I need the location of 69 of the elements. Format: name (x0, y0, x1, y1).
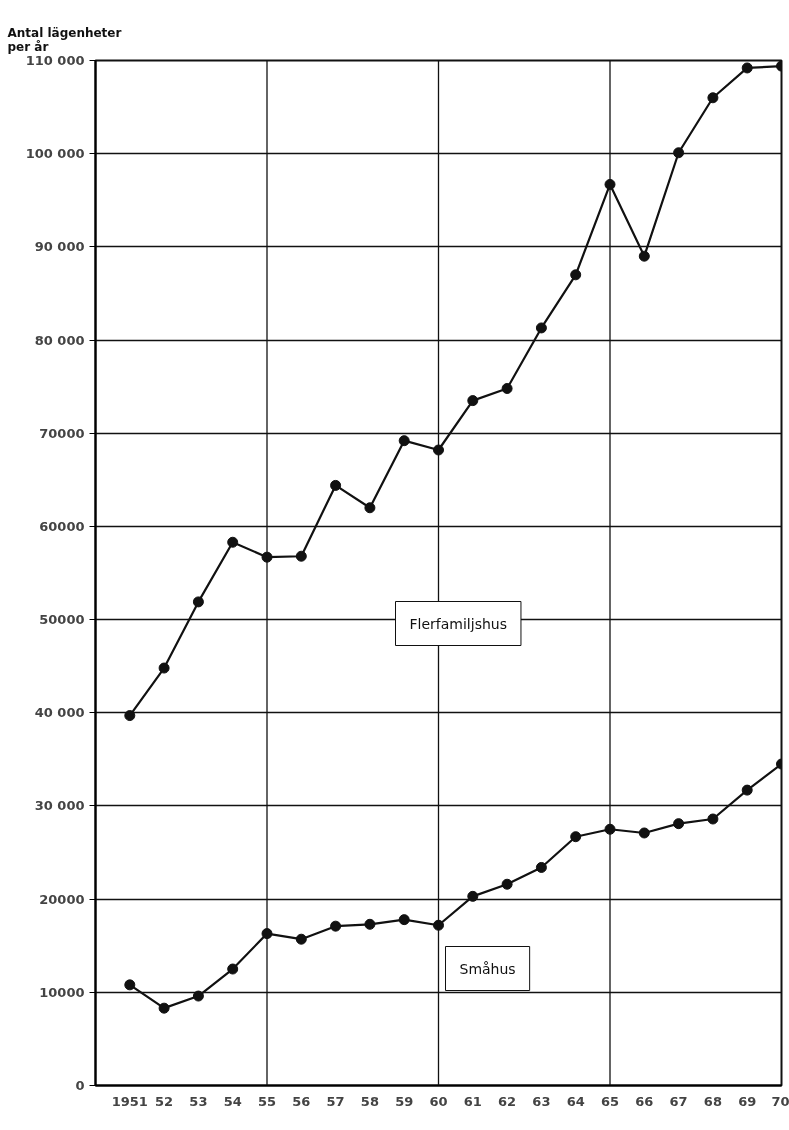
x-tick-label: 69 (738, 1093, 757, 1109)
point (330, 920, 342, 932)
point (570, 269, 582, 281)
x-tick-label: 62 (498, 1093, 517, 1109)
x-tick-label: 63 (532, 1093, 551, 1109)
point (433, 444, 444, 456)
y-tick-label: 30 000 (34, 798, 85, 814)
point (570, 831, 582, 843)
x-tick-label: 54 (223, 1093, 242, 1109)
x-tick-label: 58 (360, 1093, 379, 1109)
x-tick-label: 1951 (111, 1093, 148, 1109)
point (364, 918, 376, 930)
x-tick-label: 68 (703, 1093, 722, 1109)
point (707, 92, 719, 104)
x-tick-label: 52 (155, 1093, 174, 1109)
point (398, 914, 410, 926)
y-tick-label: 20000 (39, 891, 85, 907)
point (638, 250, 650, 262)
point (158, 662, 170, 674)
y-tick-label: 0 (75, 1078, 85, 1093)
y-tick-label: 100 000 (25, 146, 85, 162)
x-tick-label: 55 (257, 1093, 277, 1109)
text: Småhus (459, 960, 516, 977)
y-tick-label: 80 000 (34, 332, 85, 348)
x-tick-label: 61 (463, 1093, 482, 1109)
point (124, 710, 136, 722)
x-tick-label: 65 (600, 1093, 620, 1109)
point (433, 919, 444, 931)
point (124, 979, 136, 991)
point (398, 435, 410, 447)
point (158, 1002, 170, 1014)
point (707, 813, 719, 825)
y-tick-label: 70000 (39, 425, 85, 441)
point (535, 322, 547, 334)
x-tick-label: 67 (669, 1093, 688, 1109)
y-tick-label: 60000 (39, 518, 85, 534)
x-tick-label: 66 (635, 1093, 654, 1109)
y-tick-label: 40 000 (34, 705, 85, 721)
y-tick-label: 50000 (39, 612, 85, 628)
point (467, 890, 479, 902)
y-tick-label: 10000 (39, 984, 85, 1000)
point (673, 147, 685, 159)
point (501, 878, 513, 890)
point (535, 861, 547, 873)
point (501, 383, 513, 394)
text: Flerfamiljshus (409, 615, 507, 632)
x-tick-label: 57 (326, 1093, 345, 1109)
y-tick-label: 90 000 (34, 239, 85, 255)
point (467, 395, 479, 407)
point (741, 784, 753, 796)
point (741, 62, 753, 74)
point (295, 550, 307, 562)
point (295, 933, 307, 945)
x-tick-label: 70 (771, 1093, 789, 1109)
x-tick-label: 60 (429, 1093, 448, 1109)
point (192, 990, 204, 1002)
x-tick-label: 64 (566, 1093, 585, 1109)
point (364, 502, 376, 514)
y-axis-title: Antal lägenheter per år (7, 25, 122, 54)
point (638, 827, 650, 839)
x-tick-label: 59 (395, 1093, 414, 1109)
point (227, 963, 239, 975)
x-tick-label: 56 (292, 1093, 311, 1109)
point (330, 479, 342, 491)
point (192, 596, 204, 608)
point (673, 818, 685, 830)
y-tick-label: 110 000 (25, 53, 85, 68)
x-tick-label: 53 (189, 1093, 208, 1109)
point (227, 536, 239, 548)
